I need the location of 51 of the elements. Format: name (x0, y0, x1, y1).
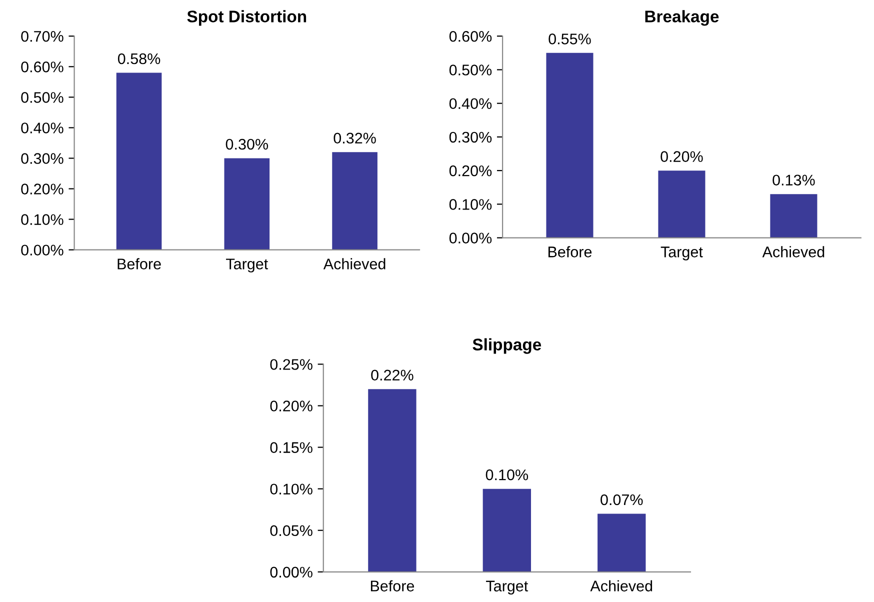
data-label: 0.32% (334, 132, 376, 144)
y-tick-label: 0.40% (449, 98, 492, 110)
y-tick-label: 0.20% (21, 184, 64, 194)
bar (224, 158, 270, 250)
y-tick-label: 0.10% (270, 484, 312, 495)
y-tick-label: 0.60% (21, 62, 64, 72)
bar (770, 194, 818, 238)
chart-title: Spot Distortion (187, 10, 306, 26)
y-tick-label: 0.40% (21, 122, 64, 134)
bar (482, 488, 532, 572)
y-tick-label: 0.00% (449, 232, 492, 244)
x-tick-label: Before (118, 258, 161, 270)
data-label: 0.22% (371, 370, 414, 381)
y-tick-label: 0.50% (449, 64, 492, 76)
y-tick-label: 0.05% (270, 525, 312, 536)
y-tick-label: 0.70% (21, 30, 64, 42)
x-tick-label: Achieved (590, 580, 652, 592)
y-tick-label: 0.60% (449, 30, 492, 42)
data-label: 0.13% (772, 174, 815, 186)
y-tick-label: 0.00% (21, 244, 64, 256)
chart-title: Breakage (645, 10, 719, 26)
x-tick-label: Before (548, 246, 592, 258)
data-label: 0.20% (660, 151, 703, 162)
data-label: 0.30% (226, 138, 268, 150)
y-tick-label: 0.10% (449, 199, 492, 210)
data-label: 0.58% (118, 53, 160, 64)
y-tick-label: 0.15% (270, 442, 312, 453)
y-tick-label: 0.00% (270, 566, 312, 578)
x-tick-label: Before (370, 580, 414, 592)
y-tick-label: 0.20% (270, 400, 312, 412)
bar (546, 52, 594, 238)
y-tick-label: 0.20% (449, 165, 492, 176)
y-tick-label: 0.50% (21, 92, 64, 103)
y-tick-label: 0.10% (21, 214, 64, 225)
data-label: 0.10% (486, 469, 528, 480)
bar (658, 170, 706, 238)
data-label: 0.55% (548, 34, 591, 44)
x-tick-label: Achieved (323, 258, 386, 270)
bar (598, 514, 646, 572)
y-tick-label: 0.30% (449, 132, 492, 143)
bar (368, 389, 416, 572)
y-tick-label: 0.30% (21, 153, 64, 164)
data-label: 0.07% (600, 494, 643, 506)
y-tick-label: 0.25% (270, 359, 312, 370)
bar (116, 72, 162, 250)
x-tick-label: Target (226, 258, 268, 272)
bar (332, 152, 378, 250)
x-tick-label: Target (660, 246, 703, 260)
chart-title: Slippage (472, 338, 542, 354)
x-tick-label: Target (486, 580, 528, 594)
x-tick-label: Achieved (762, 246, 824, 258)
